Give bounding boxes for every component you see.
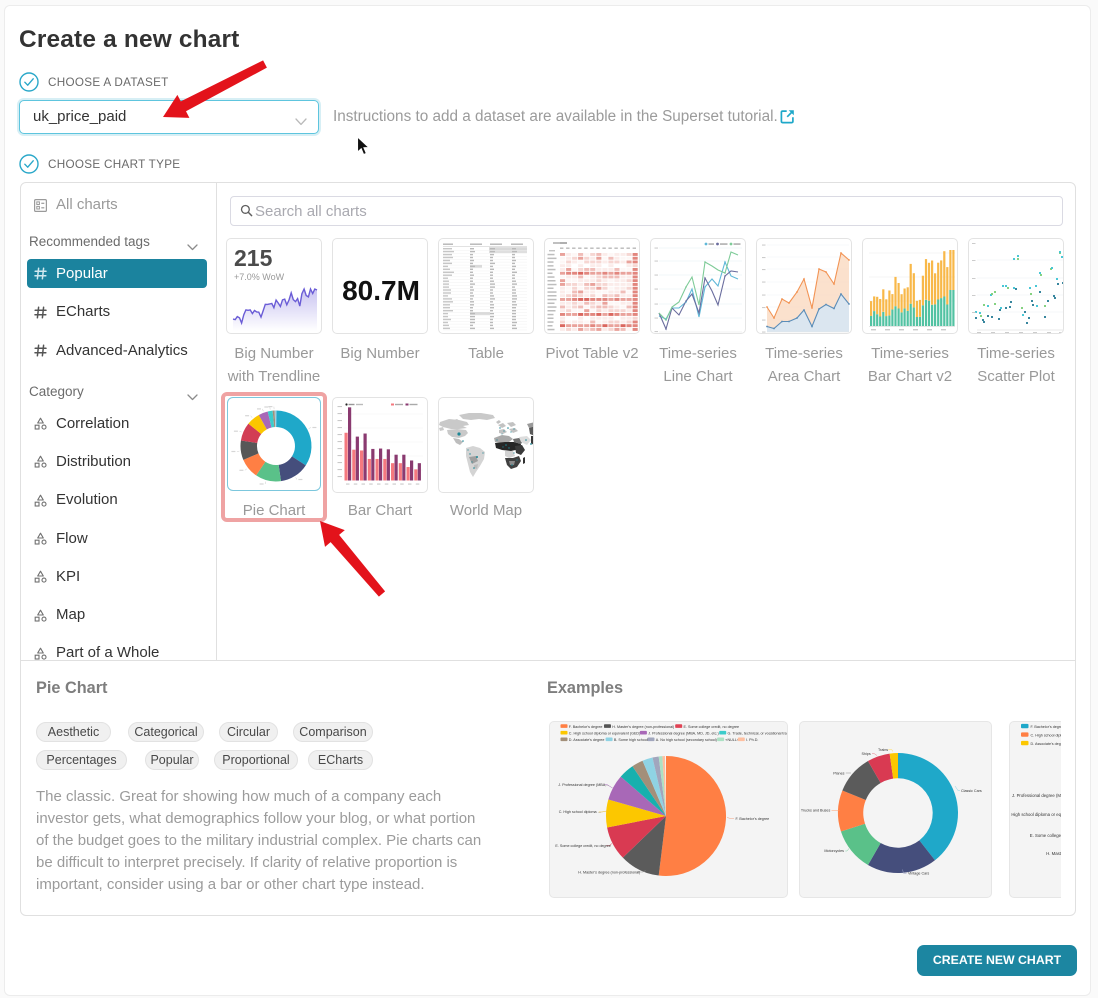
svg-text:+7.0% WoW: +7.0% WoW — [234, 272, 285, 282]
svg-text:B. Some high school: B. Some high school — [614, 738, 648, 742]
svg-text:F. Bachelor’s degree: F. Bachelor’s degree — [569, 725, 603, 729]
svg-text:I. Ph.D.: I. Ph.D. — [746, 738, 758, 742]
svg-text:Ships: Ships — [861, 752, 870, 756]
svg-text:J. Professional degree (MBA, M: J. Professional degree (MBA, MD, JD, etc… — [648, 731, 719, 735]
svg-text:C. High school diploma or eq: C. High school diploma or eq — [1010, 812, 1061, 817]
svg-text:E. Some college: E. Some college — [1030, 833, 1061, 838]
svg-text:Trains: Trains — [878, 748, 888, 752]
svg-text:215: 215 — [234, 245, 273, 271]
svg-text:Classic Cars: Classic Cars — [961, 789, 982, 793]
svg-text:J. Professional degree (M: J. Professional degree (M — [1012, 793, 1061, 798]
svg-text:H. Master’s degree (non-profes: H. Master’s degree (non-professional) — [578, 870, 640, 874]
svg-text:J. Professional degree (MBA,..: J. Professional degree (MBA,... — [558, 783, 609, 787]
svg-text:E. Some college credit, no deg: E. Some college credit, no degree — [684, 725, 740, 729]
svg-text:Motorcycles: Motorcycles — [824, 849, 844, 853]
svg-text:«NULL»: «NULL» — [725, 738, 739, 742]
svg-text:Planes: Planes — [833, 771, 844, 775]
svg-text:C. High school diplom: C. High school diplom — [1031, 734, 1062, 738]
svg-text:A. No high school (secondary s: A. No high school (secondary school) — [656, 738, 717, 742]
svg-text:E. Some college credit, no deg: E. Some college credit, no degree — [555, 844, 611, 848]
svg-text:F. Bachelor’s degree: F. Bachelor’s degree — [736, 817, 770, 821]
svg-text:Vintage Cars: Vintage Cars — [908, 872, 929, 876]
svg-text:H. Master’s degree (non-profes: H. Master’s degree (non-professional) — [612, 725, 674, 729]
svg-text:C. High school diploma ...: C. High school diploma ... — [559, 810, 601, 814]
svg-text:80.7M: 80.7M — [342, 275, 420, 306]
svg-text:Trucks and Buses: Trucks and Buses — [801, 809, 831, 813]
svg-text:D. Associate’s degre: D. Associate’s degre — [1031, 742, 1062, 746]
svg-text:G. Trade, technical, or vocati: G. Trade, technical, or vocational train… — [728, 731, 789, 735]
svg-text:D. Associate’s degree: D. Associate’s degree — [569, 738, 605, 742]
svg-text:H. Mast: H. Mast — [1046, 851, 1061, 856]
svg-text:C. High school diploma or equi: C. High school diploma or equivalent (GE… — [569, 731, 641, 735]
svg-text:F. Bachelor’s degree: F. Bachelor’s degree — [1031, 725, 1062, 729]
